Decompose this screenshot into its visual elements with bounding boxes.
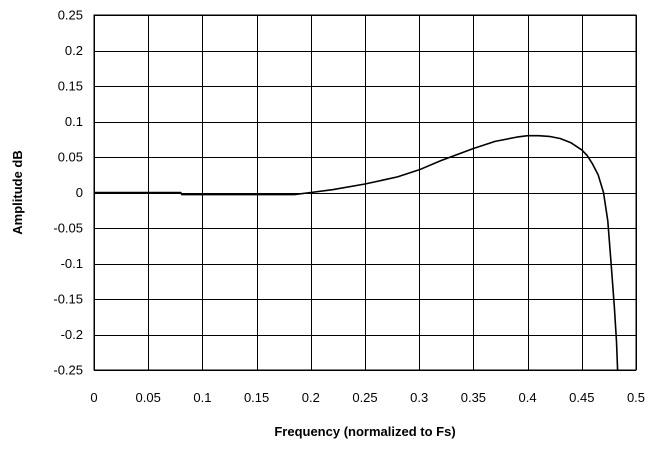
x-tick-label: 0.35 [461,390,486,405]
x-tick-label: 0.15 [244,390,269,405]
x-tick-label: 0.3 [410,390,428,405]
x-tick-label: 0.25 [352,390,377,405]
y-tick-label: -0.25 [53,363,83,378]
y-tick-label: 0.1 [65,114,83,129]
series-layer [94,134,619,371]
y-tick-label: 0.05 [58,150,83,165]
x-tick-label: 0.1 [193,390,211,405]
y-axis-tick-labels: 0.25 0.2 0.15 0.1 0.05 0 -0.05 -0.1 -0.15 -0.2 -0.… [53,8,83,378]
x-axis-title: Frequency (normalized to Fs) [274,424,455,439]
x-tick-label: 0 [90,390,97,405]
y-tick-label: 0.2 [65,43,83,58]
y-tick-label: -0.2 [61,327,83,342]
series-line [94,134,619,371]
y-axis-title: Amplitude dB [10,150,25,235]
x-tick-label: 0.2 [302,390,320,405]
y-tick-label: -0.15 [53,292,83,307]
y-tick-label: 0 [76,185,83,200]
x-tick-label: 0.45 [569,390,594,405]
y-tick-label: 0.15 [58,79,83,94]
y-tick-label: -0.1 [61,256,83,271]
x-tick-label: 0.4 [519,390,537,405]
x-tick-label: 0.05 [136,390,161,405]
x-axis-tick-labels: 0 0.05 0.1 0.15 0.2 0.25 0.3 0.35 0.4 0.45 0.5 [90,390,645,405]
y-tick-label: -0.05 [53,221,83,236]
x-tick-label: 0.5 [627,390,645,405]
y-tick-label: 0.25 [58,8,83,23]
